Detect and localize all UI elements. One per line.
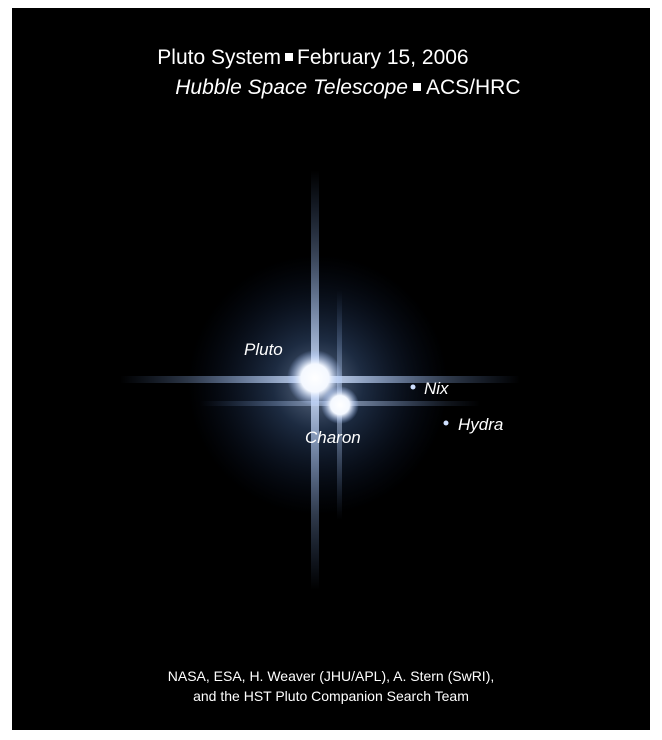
credit: and the HST Pluto Companion Search Team xyxy=(193,688,469,704)
charon xyxy=(321,386,359,424)
label: Pluto xyxy=(244,340,283,359)
separator xyxy=(413,83,421,91)
label: Hydra xyxy=(458,415,503,434)
title: Pluto System xyxy=(157,46,281,69)
hydra xyxy=(443,420,449,426)
nix xyxy=(410,384,416,390)
title: February 15, 2006 xyxy=(297,46,469,69)
credit: NASA, ESA, H. Weaver (JHU/APL), A. Stern… xyxy=(168,668,495,684)
separator xyxy=(285,53,293,61)
label: Charon xyxy=(305,428,361,447)
title: ACS/HRC xyxy=(426,76,521,99)
title: Hubble Space Telescope xyxy=(175,76,408,99)
label: Nix xyxy=(424,379,449,398)
